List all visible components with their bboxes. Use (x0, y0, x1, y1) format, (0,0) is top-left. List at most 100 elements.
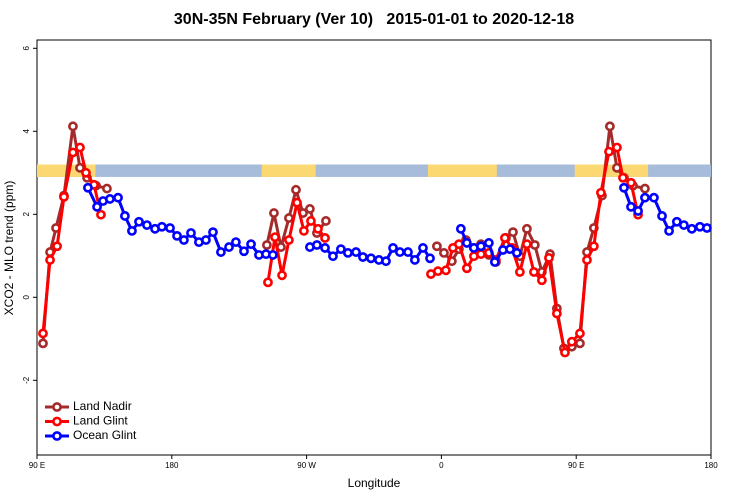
point (321, 216, 331, 226)
point (105, 194, 115, 204)
point (306, 216, 316, 226)
point (208, 227, 218, 238)
point (511, 247, 522, 258)
point (335, 244, 346, 255)
point (292, 197, 302, 208)
point (102, 183, 112, 194)
point (277, 270, 287, 281)
point (263, 277, 273, 288)
point (483, 238, 494, 248)
point (75, 142, 85, 153)
plot-frame (36, 39, 712, 456)
point (52, 241, 62, 252)
land-band (261, 164, 316, 177)
point (702, 223, 712, 233)
point (664, 225, 674, 236)
point (83, 182, 93, 193)
point (299, 225, 309, 236)
point (92, 201, 102, 212)
point (461, 238, 472, 248)
point (134, 216, 144, 227)
point (440, 265, 451, 276)
legend-marker (52, 416, 62, 427)
y-axis-label: XCO2 - MLO trend (ppm) (2, 181, 16, 316)
point (304, 204, 315, 214)
point (619, 182, 629, 193)
point (418, 243, 428, 253)
point (657, 211, 667, 221)
point (522, 239, 532, 250)
point (432, 241, 442, 252)
point (186, 228, 196, 238)
point (313, 223, 323, 234)
point (388, 243, 398, 253)
x-tick-label: 180 (704, 461, 718, 470)
point (403, 247, 413, 257)
x-tick-label: 90 E (568, 461, 584, 470)
point (262, 240, 272, 250)
point (59, 191, 69, 202)
point (366, 253, 376, 264)
point (113, 192, 123, 203)
point (505, 244, 515, 255)
point (575, 338, 585, 349)
point (612, 142, 622, 153)
point (455, 223, 466, 234)
point (560, 347, 570, 358)
point (68, 121, 78, 132)
point (476, 249, 486, 260)
point (165, 223, 175, 233)
point (537, 275, 547, 286)
point (172, 230, 182, 241)
point (439, 247, 449, 258)
y-tick-label: 4 (22, 129, 31, 134)
point (596, 187, 606, 198)
point (604, 146, 614, 157)
x-axis-label: Longitude (348, 476, 401, 490)
ocean-band (37, 164, 711, 177)
point (588, 241, 599, 252)
point (201, 235, 211, 245)
point (312, 240, 322, 250)
point (633, 206, 643, 216)
point (270, 232, 280, 243)
y-tick-label: 2 (22, 212, 31, 217)
point (231, 237, 241, 248)
x-tick-label: 90 W (297, 461, 316, 470)
point (239, 246, 249, 257)
point (544, 252, 554, 263)
x-tick-label: 0 (439, 461, 444, 470)
point (551, 308, 562, 319)
point (320, 233, 330, 243)
point (284, 213, 294, 223)
point (425, 253, 435, 264)
point (461, 263, 472, 274)
point (381, 256, 391, 267)
point (514, 267, 525, 277)
point (120, 211, 130, 221)
point (395, 247, 405, 257)
point (454, 239, 464, 250)
point (649, 192, 659, 203)
point (96, 209, 106, 220)
legend-marker (52, 431, 62, 441)
point (433, 266, 443, 277)
point (489, 257, 500, 267)
point (522, 223, 532, 234)
point (246, 239, 256, 250)
legend-label: Land Glint (73, 414, 128, 428)
point (409, 255, 420, 265)
point (500, 233, 510, 243)
point (575, 328, 585, 339)
legend-marker (52, 402, 62, 412)
point (529, 267, 539, 277)
legend-label: Ocean Glint (73, 428, 137, 442)
point (216, 247, 226, 257)
point (320, 243, 330, 253)
y-tick-label: -2 (22, 376, 31, 384)
point (626, 177, 636, 188)
point (157, 221, 167, 232)
point (328, 251, 338, 262)
point (626, 201, 636, 212)
y-tick-label: 6 (22, 46, 31, 51)
